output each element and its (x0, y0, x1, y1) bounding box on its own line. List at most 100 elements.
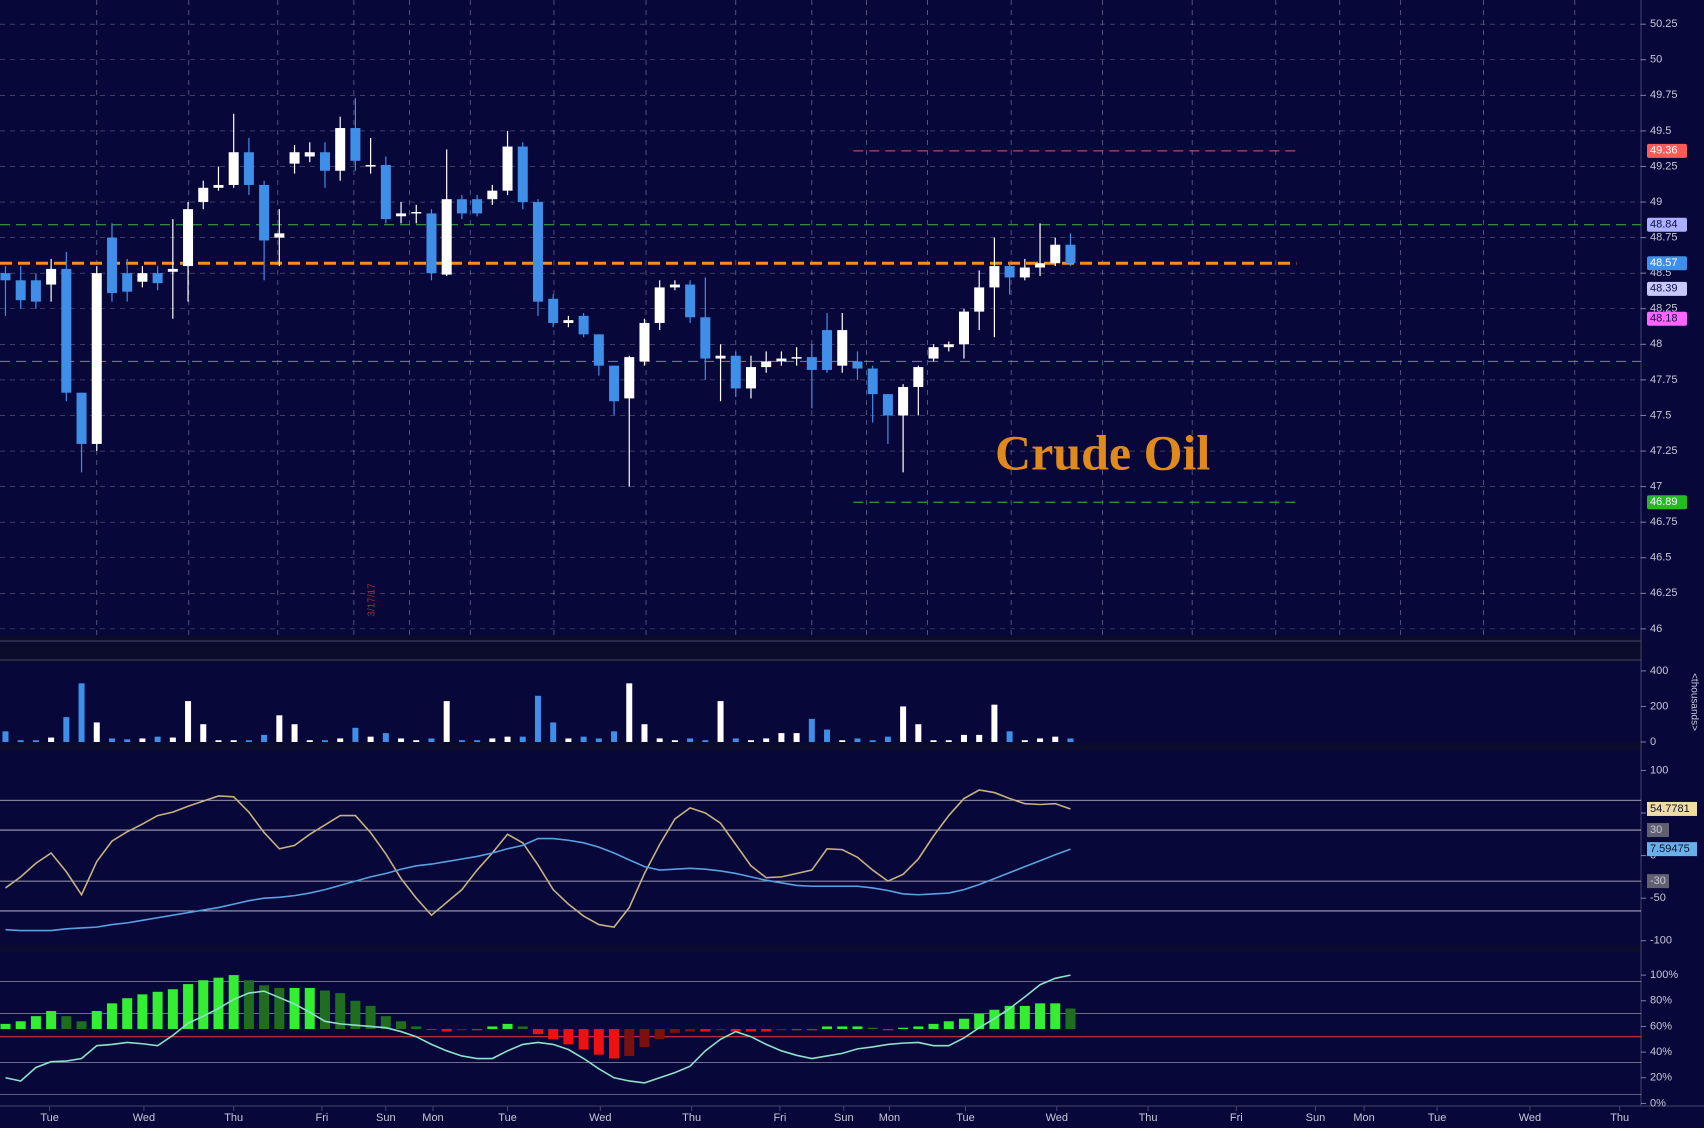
y-tick-label: 20% (1650, 1072, 1672, 1084)
candle-body (228, 152, 239, 185)
histogram-bar (350, 1000, 361, 1029)
histogram-bar (791, 1029, 802, 1031)
candle-body (593, 334, 604, 366)
candle-body (532, 202, 543, 302)
candle-body (852, 361, 863, 369)
volume-bar (352, 727, 359, 742)
y-tick-label: 49.75 (1650, 89, 1678, 101)
histogram-bar (654, 1029, 665, 1040)
histogram-bar (761, 1029, 772, 1032)
candle-body (502, 146, 513, 191)
volume-bar (763, 738, 770, 742)
histogram-bar (1019, 1005, 1030, 1029)
y-tick-label: 50 (1650, 54, 1662, 66)
histogram-bar (1004, 1005, 1015, 1029)
candle-body (46, 268, 57, 285)
volume-bar (580, 736, 587, 742)
price-tag-label: 48.57 (1650, 257, 1678, 269)
level-tag (1647, 874, 1669, 889)
candle-body (715, 355, 726, 359)
x-tick-label: Tue (956, 1112, 975, 1124)
histogram-bar (700, 1029, 711, 1032)
volume-bar (32, 740, 39, 742)
indicator-line (5, 837, 1071, 932)
histogram-bar (685, 1029, 696, 1032)
histogram-bar (852, 1026, 863, 1029)
histogram-bar (669, 1029, 680, 1033)
x-tick-label: Tue (40, 1112, 59, 1124)
volume-bar (519, 736, 526, 742)
volume-bar (382, 733, 389, 742)
candle-body (396, 213, 407, 217)
y-tick-label: 48 (1650, 338, 1662, 350)
candle-body (304, 152, 315, 157)
candle-body (487, 190, 498, 200)
candle-body (365, 165, 376, 167)
candle-body (350, 128, 361, 161)
volume-bar (458, 740, 465, 742)
y-tick-label: 60% (1650, 1020, 1672, 1032)
histogram-bar (578, 1029, 589, 1050)
x-tick-label: Tue (1428, 1112, 1447, 1124)
volume-bar (687, 738, 694, 742)
histogram-bar (867, 1027, 878, 1029)
histogram-bar (122, 998, 133, 1029)
panel-separator (0, 945, 1641, 952)
histogram-bar (137, 994, 148, 1029)
y-tick-label: 47.75 (1650, 374, 1678, 386)
histogram-bar (1050, 1003, 1061, 1029)
candle-body (958, 311, 969, 345)
y-tick-label: 46.25 (1650, 587, 1678, 599)
candle-body (426, 213, 437, 274)
candle-body (609, 365, 620, 402)
histogram-bar (563, 1029, 574, 1045)
histogram-bar (593, 1029, 604, 1055)
x-tick-label: Sun (376, 1112, 396, 1124)
volume-bar (124, 739, 131, 742)
candle-body (700, 317, 711, 359)
histogram-bar (259, 985, 270, 1029)
histogram-bar (609, 1029, 620, 1059)
candle-body (274, 233, 285, 238)
histogram-bar (898, 1027, 909, 1029)
y-tick-label: 48.25 (1650, 303, 1678, 315)
volume-bar (565, 738, 572, 742)
price-tag-label: 48.84 (1650, 219, 1678, 231)
volume-bar (185, 701, 192, 742)
histogram-bar (974, 1013, 985, 1029)
x-tick-label: Fri (316, 1112, 329, 1124)
candle-body (243, 152, 254, 185)
volume-bar (93, 722, 100, 742)
candle-body (517, 146, 528, 203)
y-tick-label: 200 (1650, 700, 1668, 712)
volume-bar (1021, 740, 1028, 742)
volume-bar (108, 738, 115, 742)
histogram-bar (715, 1029, 726, 1031)
volume-bar (48, 737, 55, 742)
candle-body (289, 152, 300, 164)
volume-bar (808, 718, 815, 742)
candle-body (928, 347, 939, 359)
candle-body (822, 330, 833, 370)
volume-bar (139, 738, 146, 742)
volume-bar (291, 724, 298, 742)
price-tag (1647, 256, 1687, 271)
x-tick-label: Wed (133, 1112, 155, 1124)
x-tick-label: Wed (1519, 1112, 1541, 1124)
candle-body (913, 367, 924, 388)
y-tick-label: 0 (1650, 736, 1656, 748)
histogram-bar (806, 1029, 817, 1031)
candle-body (669, 284, 680, 288)
panel-separator (0, 636, 1641, 662)
x-tick-label: Fri (773, 1112, 786, 1124)
candle-body (1035, 263, 1046, 268)
x-tick-label: Mon (1353, 1112, 1374, 1124)
histogram-bar (441, 1029, 452, 1032)
histogram-bar (91, 1011, 102, 1029)
candle-body (137, 273, 148, 282)
value-tag-label: 7.59475 (1650, 843, 1690, 855)
x-tick-label: Thu (682, 1112, 701, 1124)
histogram-bar (943, 1021, 954, 1029)
candle-body (837, 330, 848, 366)
